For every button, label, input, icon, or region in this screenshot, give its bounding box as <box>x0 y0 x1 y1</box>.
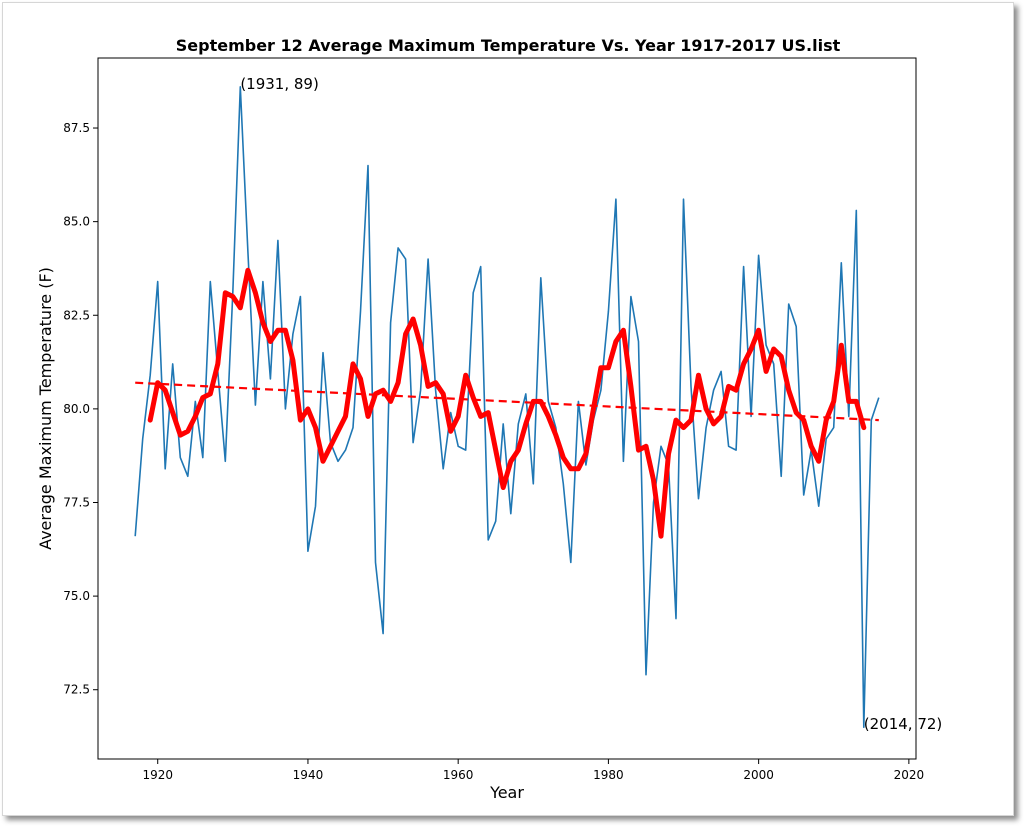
y-tick-label: 77.5 <box>63 495 90 509</box>
series-layer <box>134 86 880 729</box>
y-tick-label: 72.5 <box>63 683 90 697</box>
data-annotation: (2014, 72) <box>864 715 943 733</box>
series-line-2 <box>147 267 867 539</box>
annotations: (1931, 89) (2014, 72) <box>240 75 942 733</box>
y-tick-label: 80.0 <box>63 402 90 416</box>
x-tick-label: 1960 <box>443 768 474 782</box>
y-tick-label: 82.5 <box>63 308 90 322</box>
y-axis: 72.5 75.0 77.5 80.0 82.5 85.0 87.5 <box>63 121 98 697</box>
chart-title: September 12 Average Maximum Temperature… <box>176 36 841 55</box>
x-tick-label: 1980 <box>593 768 624 782</box>
x-axis-label: Year <box>489 783 524 802</box>
x-tick-label: 2020 <box>894 768 925 782</box>
y-tick-label: 75.0 <box>63 589 90 603</box>
x-tick-label: 1920 <box>142 768 173 782</box>
plot-area <box>97 57 917 760</box>
y-axis-label: Average Maximum Temperature (F) <box>36 267 55 550</box>
y-tick-label: 87.5 <box>63 121 90 135</box>
x-axis: 1920 1940 1960 1980 2000 2020 <box>142 759 924 782</box>
x-tick-label: 2000 <box>743 768 774 782</box>
y-tick-label: 85.0 <box>63 215 90 229</box>
series-line-3 <box>135 381 879 422</box>
x-tick-label: 1940 <box>293 768 324 782</box>
data-annotation: (1931, 89) <box>240 75 319 93</box>
